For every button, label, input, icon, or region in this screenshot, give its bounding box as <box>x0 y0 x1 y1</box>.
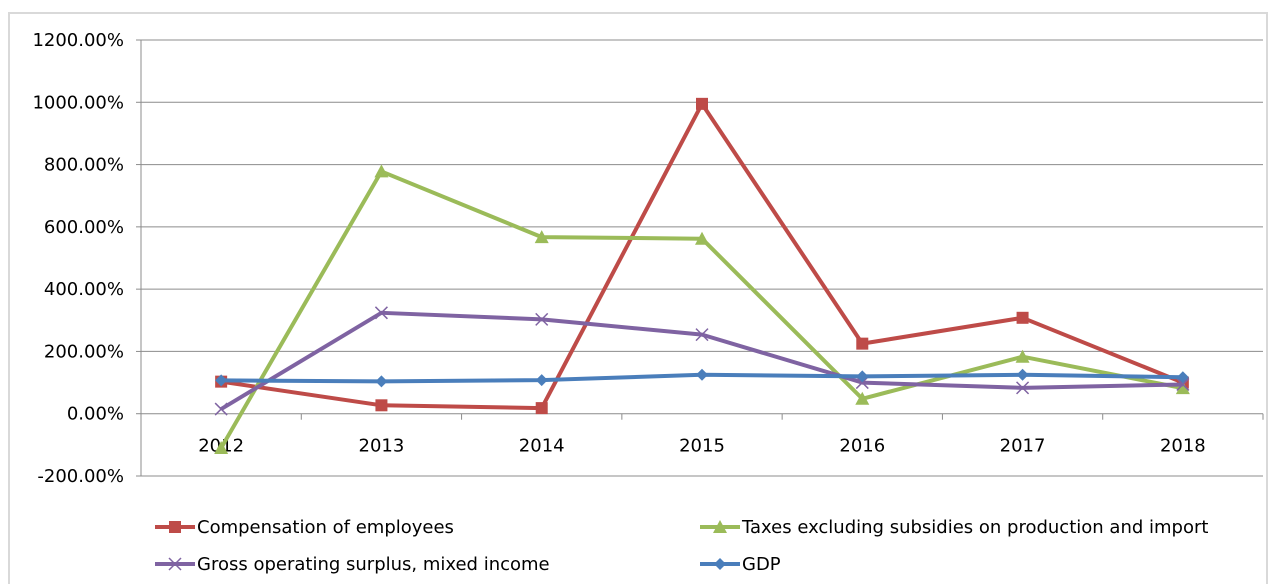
data-point <box>214 402 228 416</box>
y-tick-label: 1000.00% <box>32 92 124 113</box>
data-point <box>1176 377 1190 391</box>
data-point <box>215 374 228 387</box>
x-tick-label: 2017 <box>1000 436 1046 457</box>
legend-item: Compensation of employees <box>155 515 454 539</box>
legend-swatch <box>700 520 740 533</box>
x-tick-label: 2015 <box>679 436 725 457</box>
y-tick-label: -200.00% <box>37 466 124 487</box>
x-tick-label: 2016 <box>839 436 885 457</box>
data-point <box>534 230 549 244</box>
data-point <box>696 97 708 110</box>
legend-label: Taxes excluding subsidies on production … <box>742 516 1209 538</box>
data-point <box>214 440 229 454</box>
y-tick-label: 400.00% <box>44 279 124 300</box>
data-point <box>1016 381 1030 395</box>
legend-label: Gross operating surplus, mixed income <box>197 553 550 575</box>
data-point <box>695 328 709 342</box>
data-point <box>535 374 548 387</box>
x-tick-label: 2013 <box>359 436 405 457</box>
y-tick-label: 600.00% <box>44 217 124 238</box>
data-point <box>1175 381 1190 395</box>
series-line <box>220 101 1184 411</box>
data-point <box>375 375 388 388</box>
data-point <box>535 402 548 415</box>
y-tick-label: 0.00% <box>67 404 124 425</box>
data-point <box>374 164 389 178</box>
legend-swatch <box>155 557 195 571</box>
data-point <box>856 337 869 350</box>
y-tick-label: 200.00% <box>44 341 124 362</box>
data-point <box>375 399 388 412</box>
data-point <box>374 306 388 320</box>
legend-swatch <box>700 558 740 570</box>
y-tick-label: 1200.00% <box>32 30 124 51</box>
y-tick-label: 800.00% <box>44 155 124 176</box>
data-point <box>856 370 869 383</box>
legend-label: GDP <box>742 553 781 575</box>
data-point <box>1176 371 1189 384</box>
legend-item: GDP <box>700 552 781 576</box>
data-point <box>535 312 549 326</box>
x-tick-label: 2018 <box>1160 436 1206 457</box>
data-point <box>1016 311 1029 324</box>
legend-item: Taxes excluding subsidies on production … <box>700 515 1208 539</box>
legend-label: Compensation of employees <box>197 516 454 538</box>
chart-frame <box>8 12 1268 584</box>
data-point <box>696 368 708 381</box>
legend-swatch <box>155 521 195 533</box>
x-tick-label: 2014 <box>519 436 565 457</box>
data-point <box>855 391 870 405</box>
series-line <box>219 169 1184 449</box>
data-point <box>1015 349 1030 363</box>
data-point <box>1016 368 1029 381</box>
data-point <box>855 376 869 390</box>
legend-item: Gross operating surplus, mixed income <box>155 552 550 576</box>
data-point <box>695 231 709 245</box>
